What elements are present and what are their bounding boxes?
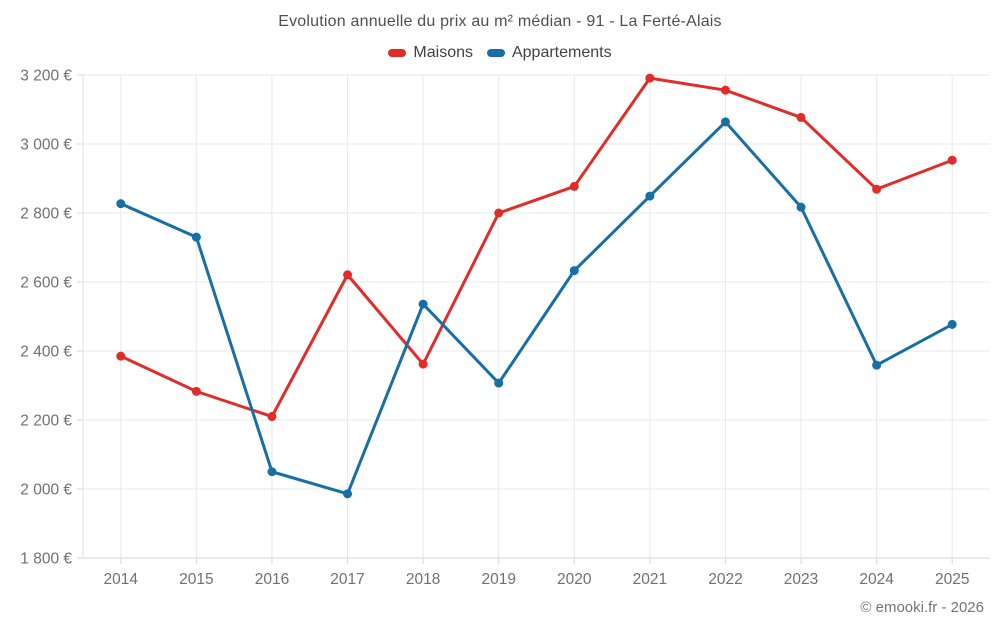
y-axis-label: 2 200 € <box>20 413 72 430</box>
y-axis-label: 2 600 € <box>20 275 72 292</box>
y-axis-label: 3 000 € <box>20 137 72 154</box>
x-axis-label: 2023 <box>784 571 818 588</box>
legend-item-maisons[interactable]: Maisons <box>388 44 473 62</box>
x-axis-label: 2024 <box>859 571 894 588</box>
data-point-appartements-2014[interactable] <box>116 199 126 209</box>
chart-title: Evolution annuelle du prix au m² médian … <box>278 13 722 30</box>
data-point-maisons-2020[interactable] <box>569 181 579 191</box>
legend-marker-appartements <box>486 49 505 57</box>
x-axis-label: 2021 <box>633 571 667 588</box>
x-axis-label: 2020 <box>557 571 592 588</box>
x-axis-label: 2025 <box>935 571 969 588</box>
data-point-appartements-2025[interactable] <box>947 319 957 329</box>
x-axis-label: 2016 <box>255 571 289 588</box>
data-point-appartements-2018[interactable] <box>418 299 428 309</box>
x-axis-label: 2014 <box>104 571 139 588</box>
legend: Maisons Appartements <box>0 44 1000 62</box>
y-axis-label: 2 000 € <box>20 482 72 499</box>
data-point-maisons-2019[interactable] <box>494 208 504 218</box>
legend-item-appartements[interactable]: Appartements <box>486 44 612 62</box>
data-point-maisons-2014[interactable] <box>116 351 126 361</box>
data-point-maisons-2021[interactable] <box>645 73 655 83</box>
legend-marker-maisons <box>388 49 407 57</box>
data-point-maisons-2018[interactable] <box>418 359 428 369</box>
copyright-watermark: © emooki.fr - 2026 <box>860 599 984 616</box>
data-point-maisons-2025[interactable] <box>947 155 957 165</box>
y-axis-label: 3 200 € <box>20 68 72 85</box>
y-axis-label: 2 400 € <box>20 344 72 361</box>
data-point-appartements-2022[interactable] <box>720 117 730 127</box>
data-point-appartements-2016[interactable] <box>267 467 277 477</box>
data-point-maisons-2017[interactable] <box>343 270 353 280</box>
series-line-maisons <box>119 76 954 419</box>
data-point-maisons-2016[interactable] <box>267 412 277 422</box>
series-line-appartements <box>119 120 954 496</box>
x-axis-label: 2017 <box>330 571 364 588</box>
data-point-maisons-2023[interactable] <box>796 112 806 122</box>
data-point-appartements-2021[interactable] <box>645 191 655 201</box>
data-point-appartements-2023[interactable] <box>796 202 806 212</box>
data-point-appartements-2017[interactable] <box>343 489 353 499</box>
data-point-appartements-2024[interactable] <box>872 360 882 370</box>
data-point-maisons-2022[interactable] <box>720 85 730 95</box>
y-axis-label: 1 800 € <box>20 551 72 568</box>
x-axis-label: 2015 <box>179 571 213 588</box>
data-point-appartements-2020[interactable] <box>569 266 579 276</box>
data-point-appartements-2019[interactable] <box>494 378 504 388</box>
legend-label-maisons: Maisons <box>413 44 473 61</box>
legend-label-appartements: Appartements <box>511 44 612 61</box>
x-axis-label: 2022 <box>708 571 742 588</box>
data-point-maisons-2015[interactable] <box>191 386 201 396</box>
data-point-appartements-2015[interactable] <box>191 232 201 242</box>
y-axis-label: 2 800 € <box>20 206 72 223</box>
data-point-maisons-2024[interactable] <box>872 184 882 194</box>
x-axis-label: 2018 <box>406 571 440 588</box>
x-axis-label: 2019 <box>481 571 515 588</box>
